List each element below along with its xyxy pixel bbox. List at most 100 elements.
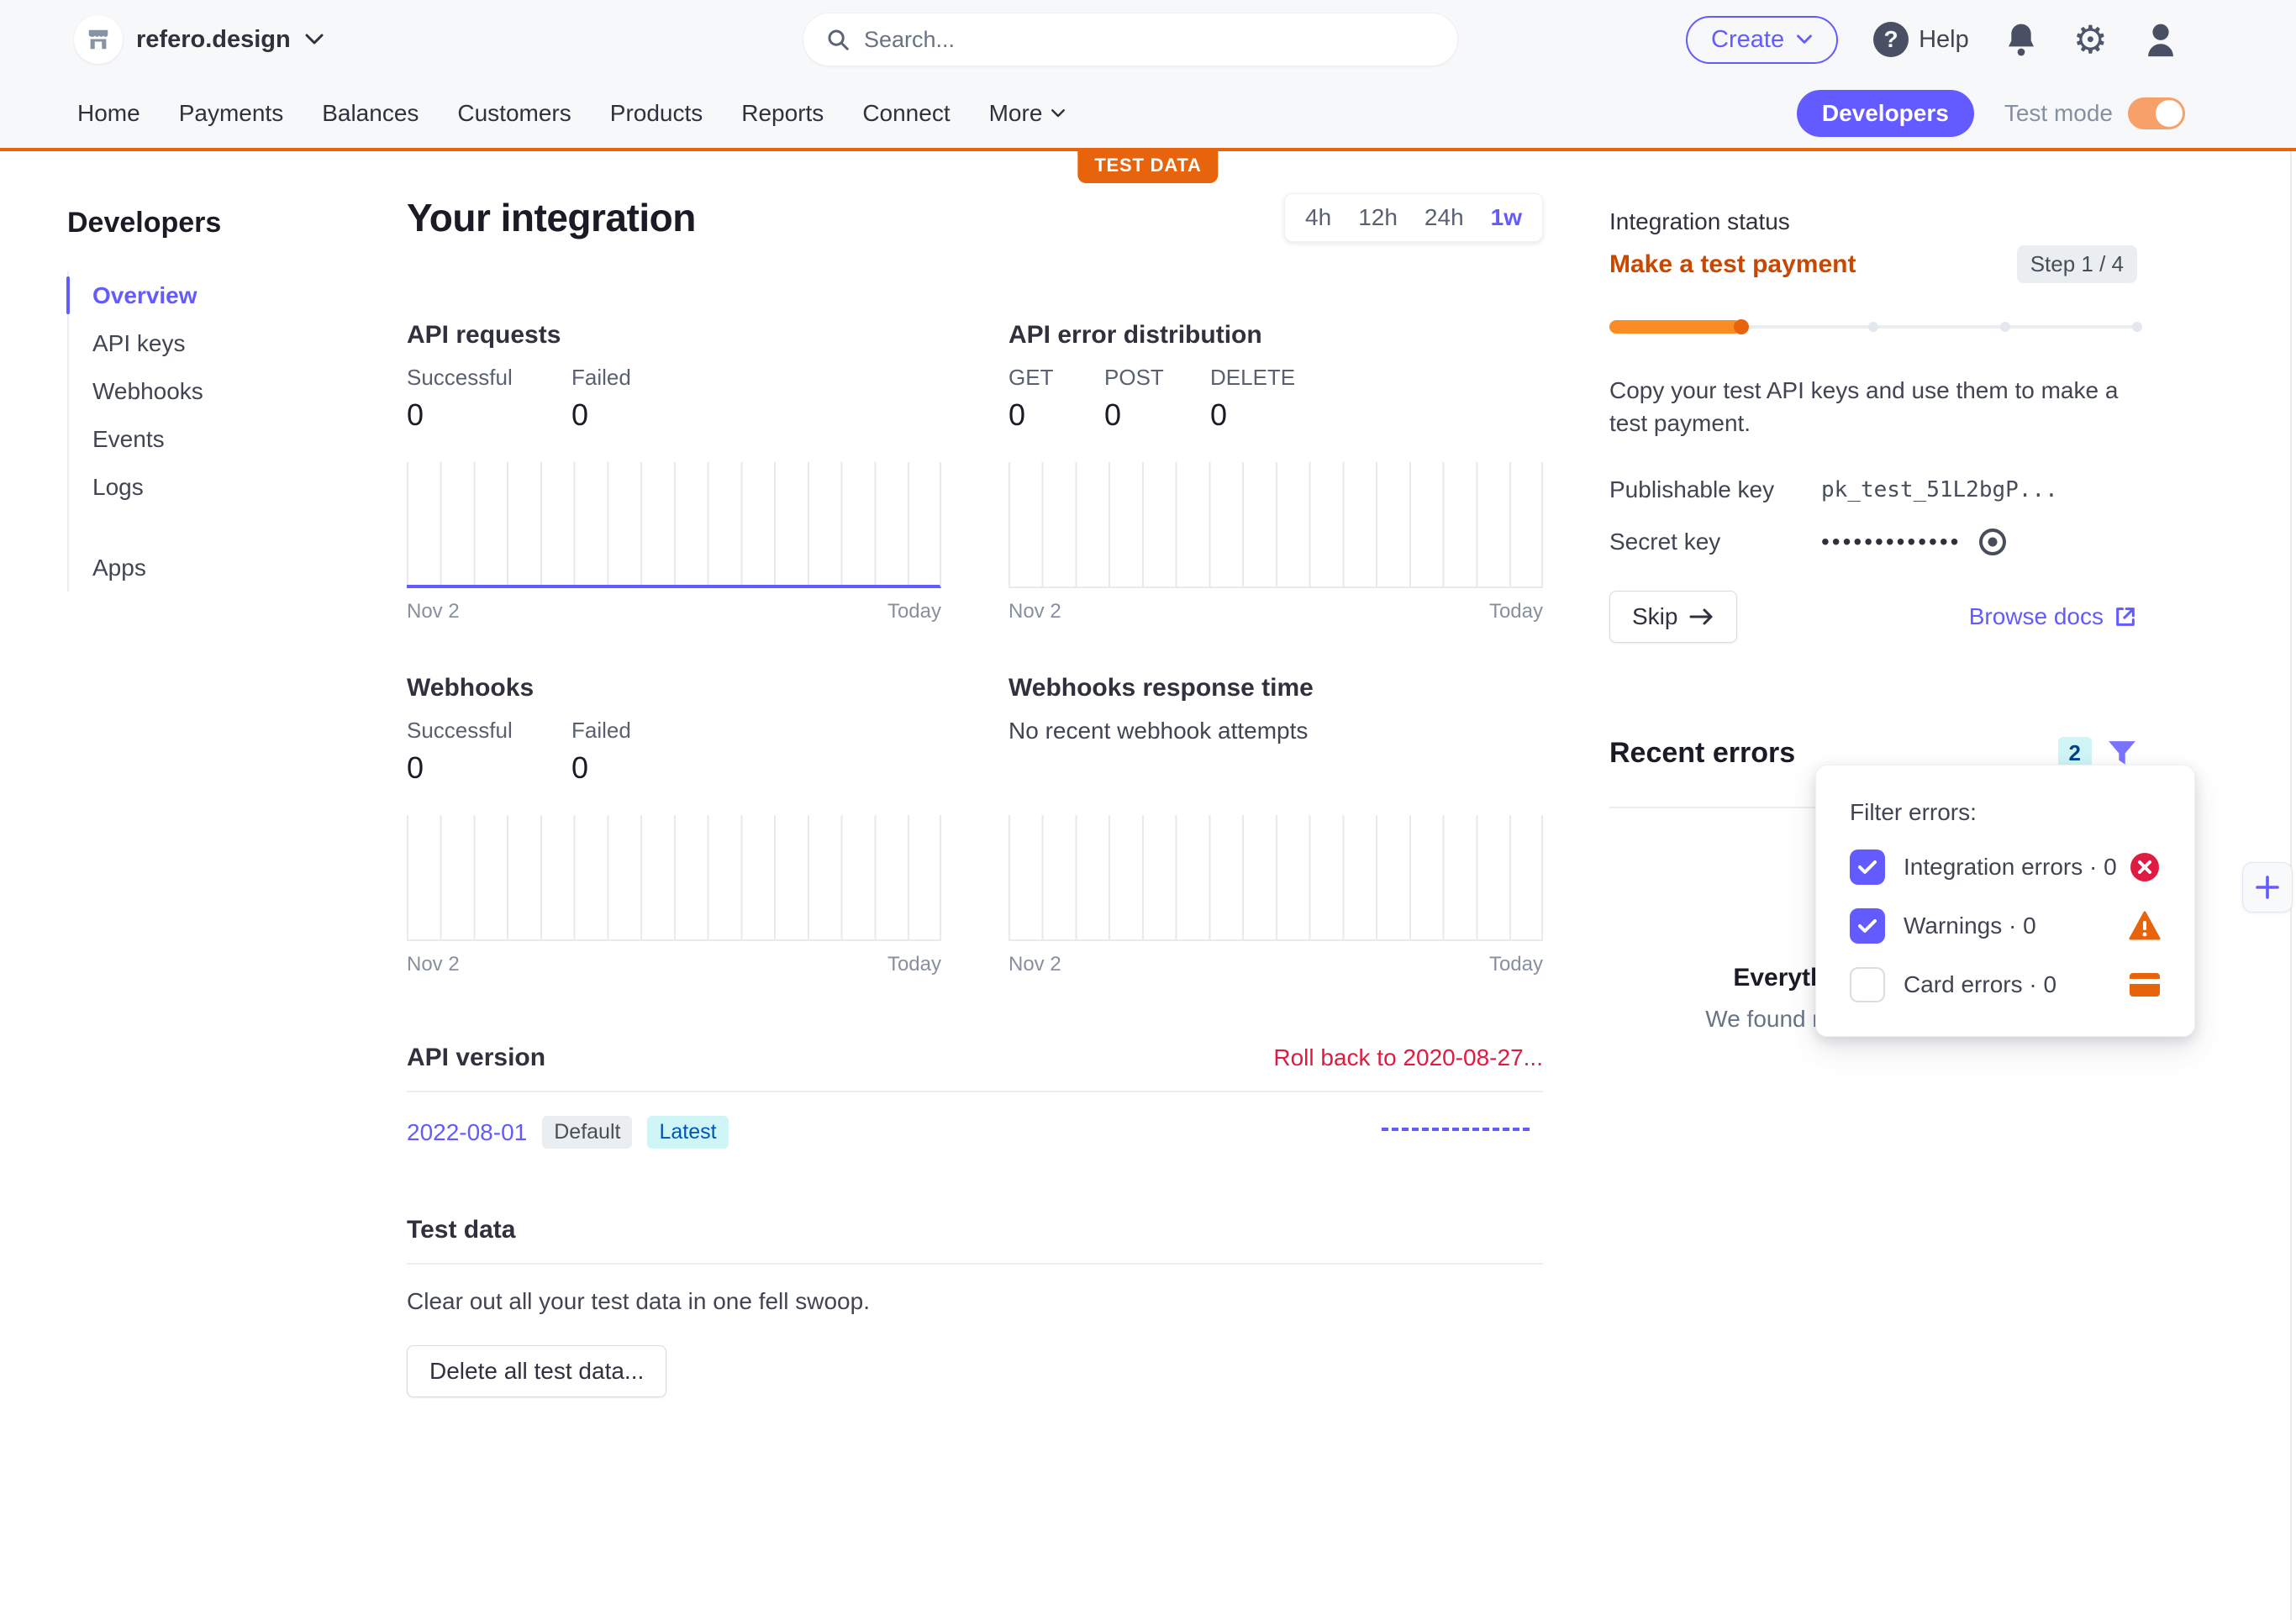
check-icon xyxy=(1858,860,1877,874)
page-title: Your integration xyxy=(407,196,696,239)
delete-test-data-button[interactable]: Delete all test data... xyxy=(407,1345,667,1397)
api-version-section: API version Roll back to 2020-08-27... 2… xyxy=(407,1044,1543,1149)
card-errors-checkbox[interactable] xyxy=(1850,967,1885,1002)
nav-item-connect[interactable]: Connect xyxy=(862,100,951,126)
external-link-icon xyxy=(2116,608,2135,627)
error-circle-icon xyxy=(2129,851,2161,883)
stat-value: 0 xyxy=(1104,397,1122,432)
axis-end-label: Today xyxy=(887,600,941,623)
filter-option-card-errors: Card errors · 0 xyxy=(1850,967,2161,1002)
panel-webhooks: Webhooks Successful 0 Failed 0 Nov 2 Tod… xyxy=(407,674,941,976)
main-content: Your integration 4h 12h 24h 1w API reque… xyxy=(407,193,1543,1397)
divider xyxy=(407,1091,1543,1092)
publishable-key-label: Publishable key xyxy=(1609,476,1775,503)
filter-option-warnings: Warnings · 0 xyxy=(1850,908,2161,944)
help-button[interactable]: ? Help xyxy=(1873,22,1969,57)
sidebar-title: Developers xyxy=(67,207,222,239)
eye-icon xyxy=(1979,529,2007,556)
arrow-right-icon xyxy=(1689,608,1713,625)
sidebar-item-overview[interactable]: Overview xyxy=(66,271,387,319)
secret-key-label: Secret key xyxy=(1609,529,1721,555)
step-badge: Step 1 / 4 xyxy=(2016,245,2137,283)
axis-end-label: Today xyxy=(1488,600,1543,623)
sidebar-item-logs[interactable]: Logs xyxy=(92,474,144,500)
axis-start-label: Nov 2 xyxy=(1008,600,1061,623)
test-data-description: Clear out all your test data in one fell… xyxy=(407,1288,870,1314)
rollback-link[interactable]: Roll back to 2020-08-27... xyxy=(1273,1044,1543,1070)
main-nav: Home Payments Balances Customers Product… xyxy=(0,79,2296,151)
account-switcher[interactable]: refero.design xyxy=(74,15,324,64)
nav-item-customers[interactable]: Customers xyxy=(457,100,571,126)
nav-item-reports[interactable]: Reports xyxy=(741,100,824,126)
option-label: Card errors · 0 xyxy=(1904,971,2057,997)
browse-docs-link[interactable]: Browse docs xyxy=(1969,603,2137,630)
sidebar-item-events[interactable]: Events xyxy=(92,426,165,452)
nav-item-more[interactable]: More xyxy=(989,100,1066,127)
test-mode-toggle[interactable] xyxy=(2128,97,2185,129)
more-label: More xyxy=(988,100,1043,126)
search-bar[interactable] xyxy=(803,13,1458,66)
chevron-down-icon xyxy=(1797,34,1813,44)
sidebar-item-api-keys[interactable]: API keys xyxy=(92,330,186,356)
notifications-button[interactable] xyxy=(2004,21,2038,58)
reveal-secret-button[interactable] xyxy=(1976,525,2009,559)
filter-errors-popup: Filter errors: Integration errors · 0 Wa… xyxy=(1815,765,2195,1037)
panel-title: Webhooks response time xyxy=(1008,674,1314,702)
progress-current-dot xyxy=(1734,319,1749,334)
time-range-12h[interactable]: 12h xyxy=(1358,204,1398,230)
sidebar-item-apps[interactable]: Apps xyxy=(92,555,146,581)
warning-triangle-icon xyxy=(2129,911,2161,941)
developers-button[interactable]: Developers xyxy=(1796,90,1974,137)
time-range-4h[interactable]: 4h xyxy=(1305,204,1332,230)
filter-errors-button[interactable] xyxy=(2107,739,2137,768)
progress-fill xyxy=(1609,320,1741,334)
error-count-badge: 2 xyxy=(2057,737,2092,771)
stat-value: 0 xyxy=(407,750,424,785)
panel-title: Webhooks xyxy=(407,674,535,702)
api-version-link[interactable]: 2022-08-01 xyxy=(407,1118,528,1145)
profile-button[interactable] xyxy=(2143,21,2178,58)
axis-start-label: Nov 2 xyxy=(1008,953,1061,976)
panel-webhooks-response-time: Webhooks response time No recent webhook… xyxy=(1008,674,1543,976)
webhooks-response-chart xyxy=(1008,815,1543,941)
webhooks-empty-message: No recent webhook attempts xyxy=(1008,718,1309,744)
storefront-icon xyxy=(74,15,123,64)
axis-end-label: Today xyxy=(1488,953,1543,976)
time-range-1w[interactable]: 1w xyxy=(1490,204,1522,230)
gear-icon: ⚙ xyxy=(2072,18,2108,61)
integration-errors-checkbox[interactable] xyxy=(1850,849,1885,885)
chevron-down-icon xyxy=(1051,109,1066,118)
latest-badge: Latest xyxy=(647,1116,729,1149)
status-description: Copy your test API keys and use them to … xyxy=(1609,377,2119,437)
api-requests-chart xyxy=(407,462,941,588)
panel-title: API requests xyxy=(407,321,561,349)
settings-button[interactable]: ⚙ xyxy=(2073,20,2108,59)
add-widget-button[interactable] xyxy=(2242,862,2293,913)
nav-item-balances[interactable]: Balances xyxy=(322,100,419,126)
create-button[interactable]: Create xyxy=(1686,15,1839,64)
axis-start-label: Nov 2 xyxy=(407,953,460,976)
integration-status-label: Integration status xyxy=(1609,208,1790,234)
stat-value: 0 xyxy=(571,750,589,785)
stat-value: 0 xyxy=(571,397,589,432)
create-label: Create xyxy=(1711,25,1785,53)
skip-label: Skip xyxy=(1632,603,1678,630)
nav-item-home[interactable]: Home xyxy=(77,100,140,126)
sidebar-item-webhooks[interactable]: Webhooks xyxy=(92,378,203,404)
recent-errors-title: Recent errors xyxy=(1609,737,1796,770)
time-range-24h[interactable]: 24h xyxy=(1424,204,1464,230)
search-input[interactable] xyxy=(864,26,1435,53)
option-label: Integration errors · 0 xyxy=(1904,854,2117,880)
warnings-checkbox[interactable] xyxy=(1850,908,1885,944)
test-mode-label: Test mode xyxy=(2004,100,2113,126)
nav-item-payments[interactable]: Payments xyxy=(178,100,284,126)
divider xyxy=(407,1263,1543,1265)
skip-button[interactable]: Skip xyxy=(1609,591,1738,644)
developers-sidebar: Developers Overview API keys Webhooks Ev… xyxy=(66,207,387,592)
panel-api-requests: API requests Successful 0 Failed 0 Nov 2… xyxy=(407,321,941,623)
filter-option-integration-errors: Integration errors · 0 xyxy=(1850,849,2161,885)
search-icon xyxy=(828,29,849,50)
test-data-title: Test data xyxy=(407,1216,516,1244)
publishable-key-value[interactable]: pk_test_51L2bgP... xyxy=(1821,477,2058,503)
nav-item-products[interactable]: Products xyxy=(609,100,703,126)
